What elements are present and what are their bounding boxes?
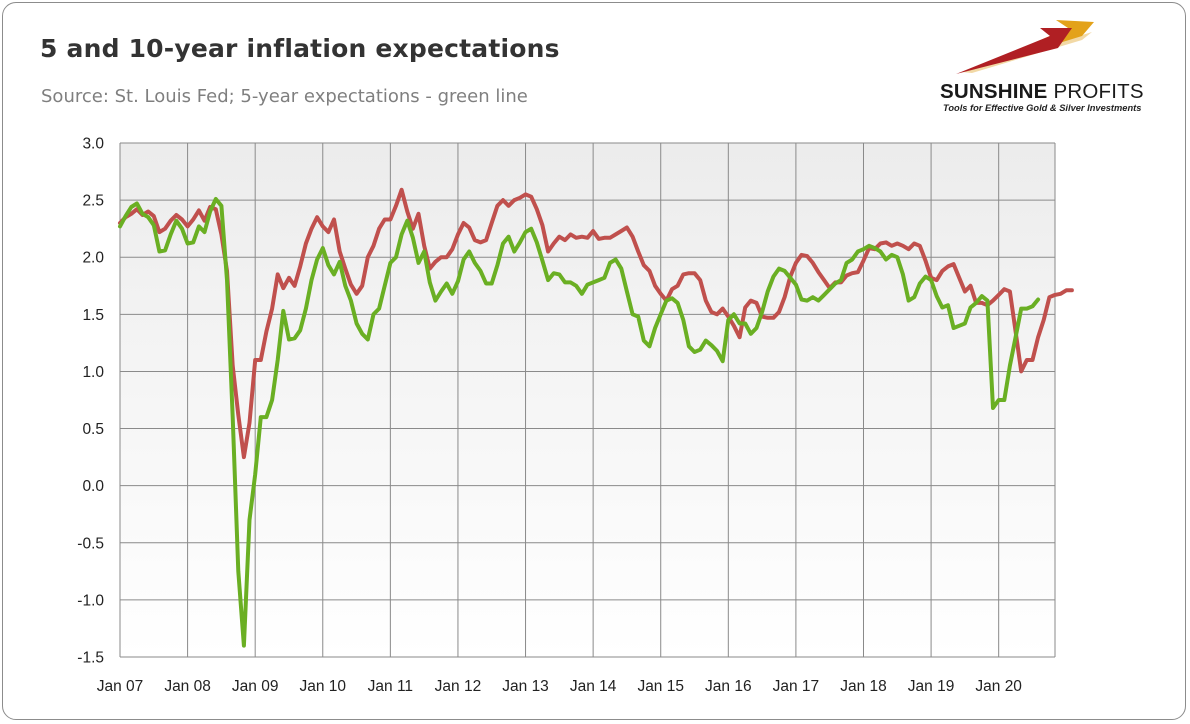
y-tick-label: 1.5 (82, 307, 104, 324)
y-tick-label: -1.0 (77, 592, 104, 609)
y-tick-label: 3.0 (82, 136, 104, 153)
y-axis: -1.5 -1.0 -0.5 0.0 0.5 1.0 1.5 2.0 2.5 3.0 (77, 136, 104, 667)
x-tick-label: Jan 10 (299, 678, 346, 695)
x-tick-label: Jan 14 (570, 678, 617, 695)
series-lines (118, 187, 1074, 648)
series-line-10-year (118, 187, 1074, 460)
y-tick-label: -1.5 (77, 650, 104, 667)
x-tick-label: Jan 08 (164, 678, 211, 695)
chart-subtitle: Source: St. Louis Fed; 5-year expectatio… (41, 86, 528, 107)
y-tick-label: 2.0 (82, 250, 104, 267)
x-tick-label: Jan 07 (97, 678, 144, 695)
logo-tagline: Tools for Effective Gold & Silver Invest… (943, 103, 1142, 113)
logo-swoosh-icon (956, 20, 1094, 74)
x-tick-label: Jan 12 (435, 678, 482, 695)
sunshine-profits-logo: SUNSHINE PROFITS Tools for Effective Gol… (932, 18, 1172, 122)
y-tick-label: 2.5 (82, 193, 104, 210)
x-tick-label: Jan 11 (368, 678, 413, 695)
y-tick-label: 1.0 (82, 364, 104, 381)
series-line-5-year (118, 197, 1041, 648)
y-tick-label: 0.5 (82, 421, 104, 438)
horizontal-gridlines (120, 142, 1055, 658)
plot-area (120, 143, 1055, 657)
y-tick-label: 0.0 (82, 478, 104, 495)
x-tick-label: Jan 20 (975, 678, 1022, 695)
chart-title: 5 and 10-year inflation expectations (40, 34, 560, 63)
x-tick-label: Jan 17 (773, 678, 820, 695)
logo-name: SUNSHINE PROFITS (940, 80, 1144, 103)
x-tick-label: Jan 16 (705, 678, 752, 695)
x-tick-label: Jan 09 (232, 678, 279, 695)
y-tick-label: -0.5 (77, 535, 104, 552)
x-tick-label: Jan 15 (637, 678, 684, 695)
x-tick-label: Jan 13 (502, 678, 549, 695)
x-axis: Jan 07 Jan 08 Jan 09 Jan 10 Jan 11 Jan 12 Jan … (97, 678, 1023, 695)
x-tick-label: Jan 18 (840, 678, 887, 695)
x-tick-label: Jan 19 (908, 678, 955, 695)
